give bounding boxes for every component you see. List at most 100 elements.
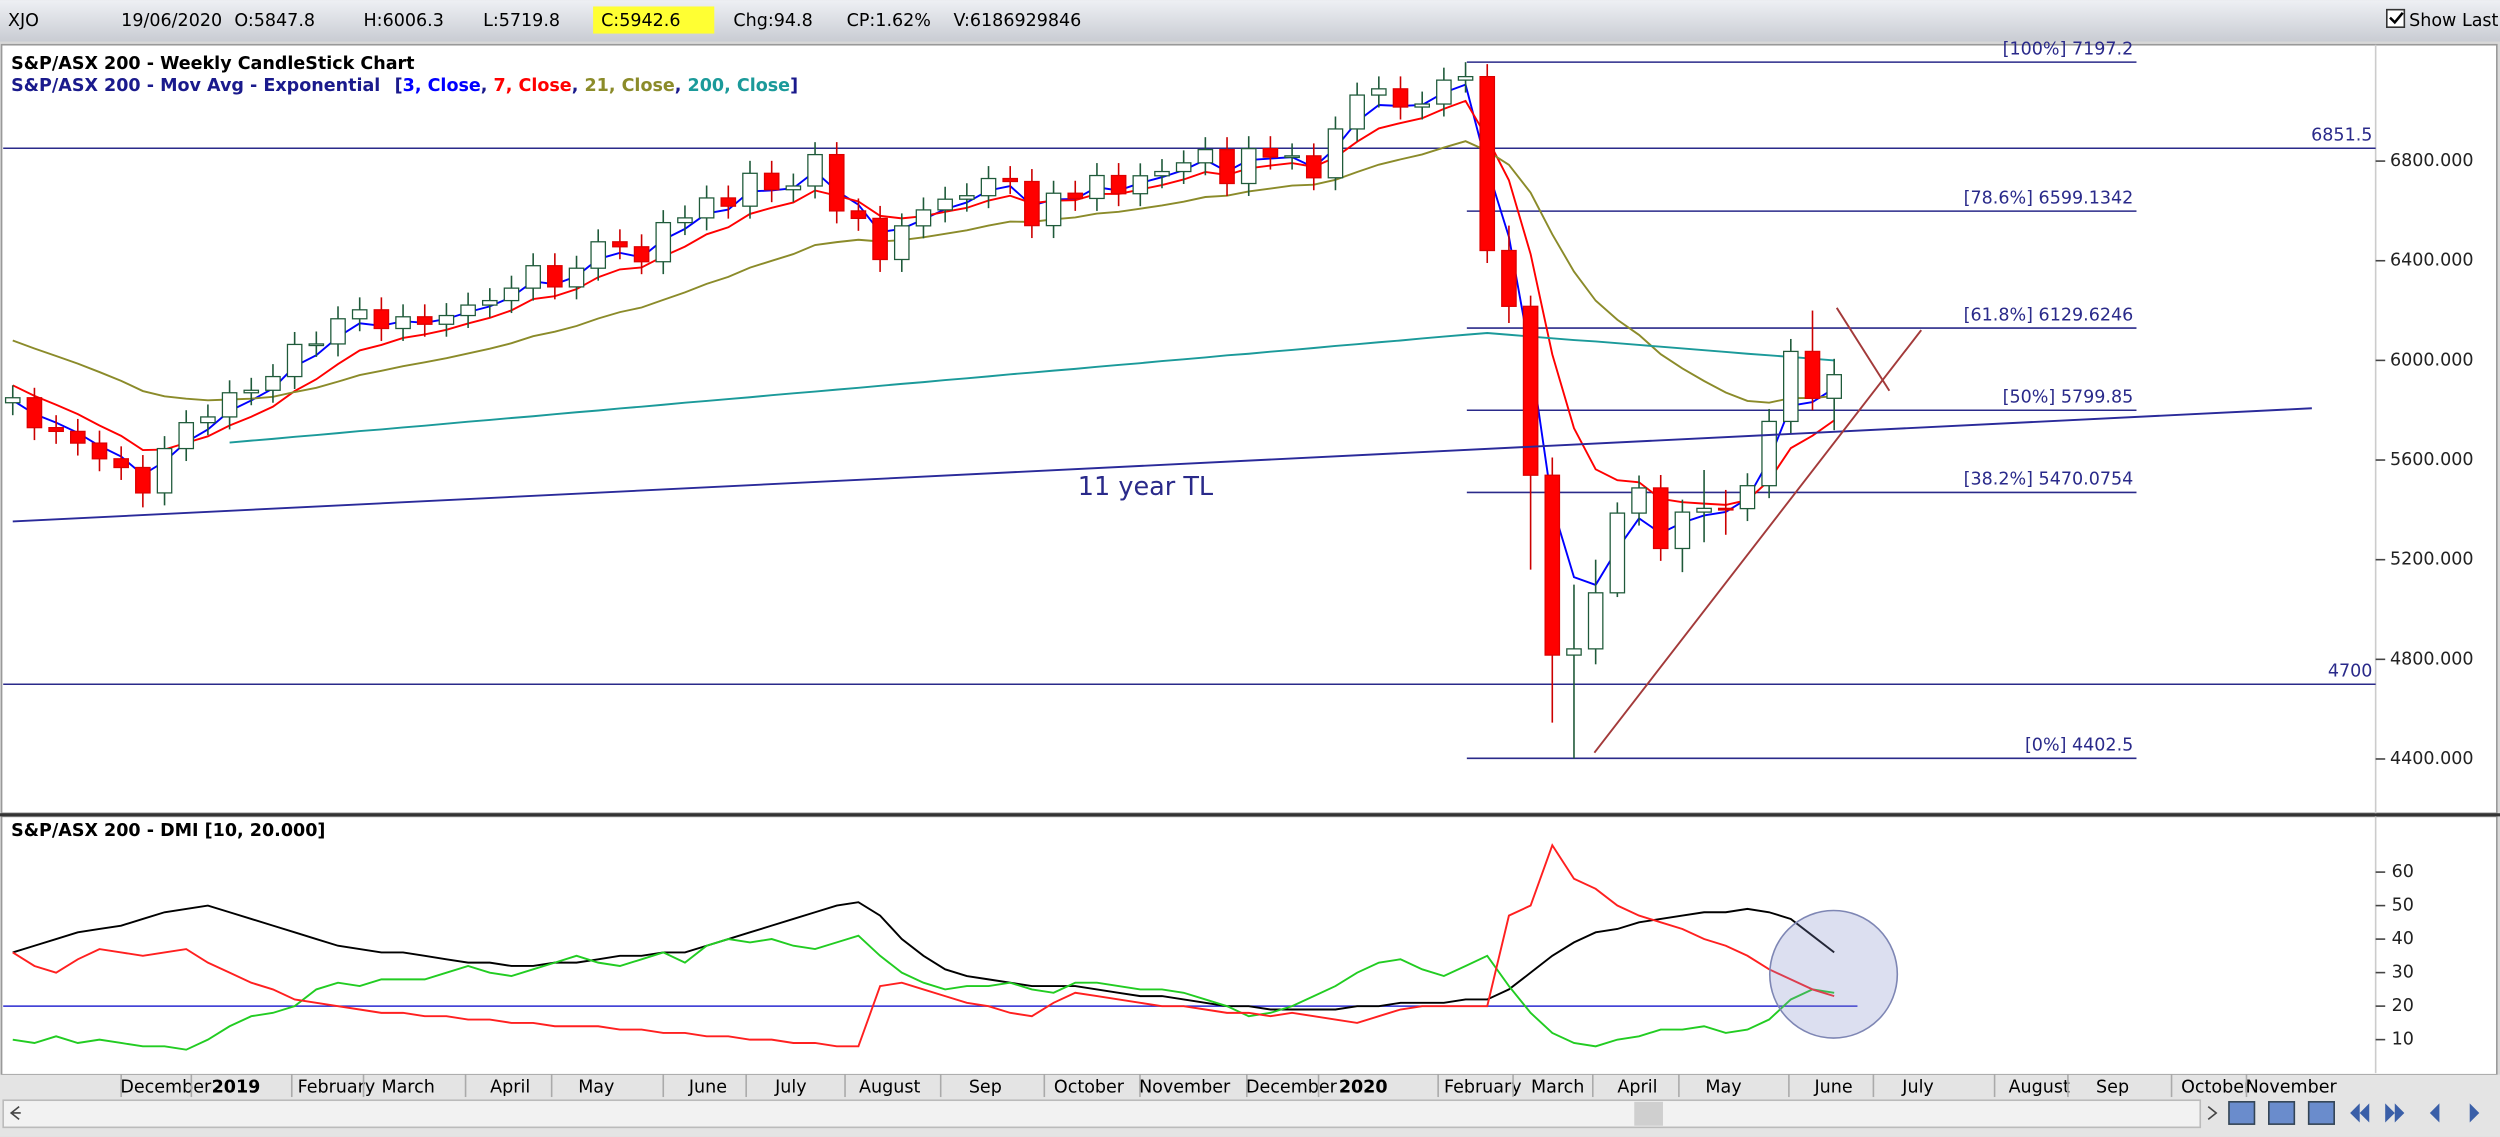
candle-body [1479, 75, 1496, 252]
candle-body [156, 447, 173, 494]
fib-label: [38.2%] 5470.0754 [1964, 470, 2134, 490]
moving-average [229, 332, 1835, 444]
fib-label: [0%] 4402.5 [2025, 736, 2133, 756]
candle-body [893, 225, 910, 261]
zoom-button[interactable] [2307, 1101, 2335, 1125]
candle-body [503, 287, 520, 302]
candle-body [1349, 94, 1365, 130]
legend-entry: 7, Close [494, 76, 572, 96]
x-tick-label: June [1813, 1077, 1852, 1097]
price-layer: 4400.000 4800.000 5200.000 5600.000 6000.000… [3, 39, 2474, 769]
candle-body [1024, 180, 1040, 227]
candle-body [178, 422, 195, 450]
dmi-line [12, 934, 1835, 1051]
y-tick-label: 20 [2392, 996, 2414, 1016]
candle-body [1587, 592, 1604, 650]
scroll-right[interactable] [2207, 1105, 2218, 1120]
x-tick-label: February [298, 1077, 376, 1097]
candle-body [720, 197, 737, 207]
candle-body [221, 392, 238, 418]
candle-body [1674, 511, 1691, 550]
dmi-line [12, 901, 1835, 1011]
toolbar-close: C:5942.6 [601, 11, 680, 31]
legend-entry: 21, Close [584, 76, 674, 96]
y-tick-label: 40 [2392, 929, 2414, 949]
y-tick-label: 60 [2392, 862, 2414, 882]
candle-body [590, 241, 607, 269]
candle-body [959, 195, 975, 200]
legend-entry: 3, Close [403, 76, 481, 96]
x-tick-label: August [2009, 1077, 2070, 1097]
y-tick-label: 6800.000 [2390, 151, 2474, 171]
candle-body [807, 153, 823, 187]
y-tick-label: 50 [2392, 896, 2414, 916]
candle-body [438, 314, 455, 325]
candle-body [633, 246, 650, 263]
candle-body [1457, 75, 1474, 81]
x-tick-label: Sep [2096, 1077, 2129, 1097]
toolbar-volume: V:6186929846 [953, 11, 1081, 31]
x-tick-label: March [381, 1077, 434, 1097]
y-tick-label: 6400.000 [2390, 251, 2474, 271]
legend-entry: , [675, 76, 688, 96]
candle-body [1219, 148, 1235, 185]
x-tick-label: December [1246, 1077, 1338, 1097]
scrollbar[interactable] [2, 1099, 2202, 1129]
candle-body [525, 265, 541, 289]
candle-body [568, 267, 585, 288]
candle-body [135, 466, 151, 494]
candle-body [113, 458, 129, 469]
candle-body [48, 427, 64, 433]
candle-body [1826, 374, 1842, 399]
candle-body [1197, 148, 1214, 164]
candle-body [1501, 249, 1517, 307]
nav-first[interactable] [2350, 1103, 2370, 1123]
legend-entry: [ [395, 76, 403, 96]
triangle-resistance [1835, 307, 1891, 392]
toolbar-open: O:5847.8 [234, 11, 315, 31]
toolbar [0, 0, 2500, 42]
nav-fast[interactable] [2385, 1103, 2405, 1123]
y-tick-label: 6000.000 [2390, 350, 2474, 370]
toolbar-show-last: Show Last [2409, 11, 2498, 31]
candle-body [785, 185, 802, 191]
candle-body [1783, 350, 1799, 423]
y-tick-label: 4800.000 [2390, 649, 2474, 669]
candle-body [612, 241, 628, 248]
dmi-panel [0, 815, 2498, 1076]
dmi-title: S&P/ASX 200 - DMI [10, 20.000] [11, 821, 325, 841]
x-tick-label: March [1531, 1077, 1584, 1097]
y-tick-label: 30 [2392, 963, 2414, 983]
show-last-checkbox[interactable] [2386, 8, 2406, 29]
candle-body [698, 197, 715, 219]
toolbar-change: Chg:94.8 [733, 11, 812, 31]
candle-body [1696, 507, 1712, 513]
candle-body [1002, 177, 1019, 183]
candle-body [373, 309, 390, 330]
zoom-button[interactable] [2268, 1101, 2296, 1125]
x-tick-label: August [859, 1077, 920, 1097]
scroll-left[interactable] [9, 1105, 21, 1120]
candle-body [1566, 648, 1582, 656]
candle-body [1631, 487, 1647, 514]
candle-body [1089, 174, 1105, 200]
subtitle-text: S&P/ASX 200 - Mov Avg - Exponential [11, 76, 380, 96]
nav-next[interactable] [2469, 1103, 2480, 1123]
candle-body [1392, 88, 1409, 108]
toolbar-high: H:6006.3 [364, 11, 444, 31]
legend-entry: 200, Close [688, 76, 791, 96]
candle-body [1414, 103, 1431, 108]
x-tick-label: 2020 [1339, 1077, 1388, 1097]
nav-prev[interactable] [2429, 1103, 2440, 1123]
scroll-thumb[interactable] [1634, 1101, 1663, 1126]
candle-body [1609, 512, 1626, 594]
x-tick-label: July [774, 1077, 807, 1097]
candle-body [243, 389, 260, 394]
candle-body [1132, 175, 1149, 195]
x-tick-label: February [1444, 1077, 1522, 1097]
zoom-button[interactable] [2228, 1101, 2256, 1125]
candle-body [677, 217, 693, 224]
legend-entry: , [481, 76, 494, 96]
